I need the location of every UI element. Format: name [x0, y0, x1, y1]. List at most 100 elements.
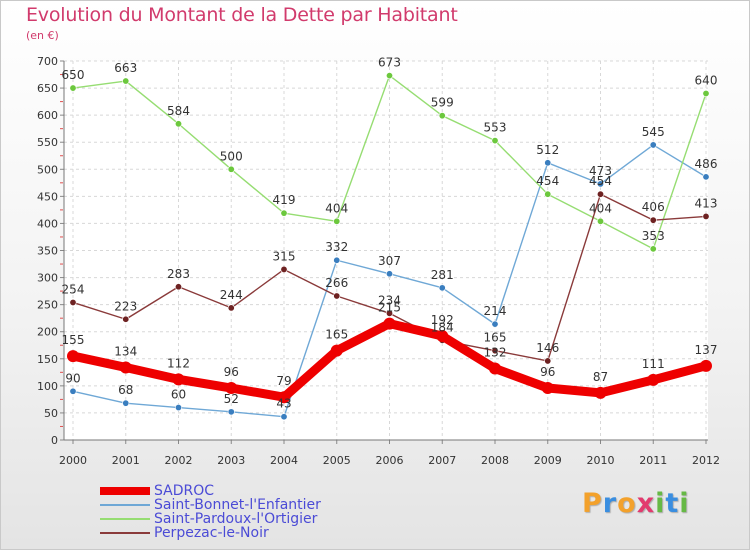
- series-point: [702, 89, 710, 97]
- data-label: 599: [431, 96, 454, 110]
- series-point: [702, 173, 710, 181]
- logo-letter: i: [655, 488, 666, 519]
- data-label: 214: [484, 304, 507, 318]
- series-point: [436, 330, 449, 343]
- data-label: 406: [642, 200, 665, 214]
- data-label: 184: [431, 320, 454, 334]
- y-tick-label: 150: [37, 353, 58, 366]
- data-label: 112: [167, 356, 190, 370]
- chart-title: Evolution du Montant de la Dette par Hab…: [26, 4, 458, 26]
- series-point: [175, 120, 183, 128]
- series-point: [383, 317, 396, 330]
- data-label: 68: [118, 383, 133, 397]
- data-label: 454: [536, 174, 559, 188]
- series-point: [227, 165, 235, 173]
- y-tick-label: 650: [37, 82, 58, 95]
- data-label: 96: [540, 365, 555, 379]
- series-point: [227, 408, 235, 416]
- data-label: 315: [273, 249, 296, 263]
- data-label: 234: [378, 293, 401, 307]
- series-point: [69, 84, 77, 92]
- data-label: 52: [224, 392, 239, 406]
- series-point: [438, 112, 446, 120]
- data-label: 454: [589, 174, 612, 188]
- legend-label: SADROC: [154, 483, 215, 499]
- data-label: 545: [642, 125, 665, 139]
- series-point: [544, 190, 552, 198]
- y-tick-label: 700: [37, 55, 58, 68]
- legend-swatch: [100, 518, 150, 520]
- y-tick-label: 600: [37, 109, 58, 122]
- data-label: 79: [276, 374, 291, 388]
- data-label: 512: [536, 143, 559, 157]
- data-label: 404: [325, 201, 348, 215]
- series-point: [385, 72, 393, 80]
- x-tick-label: 2004: [270, 454, 298, 467]
- x-tick-label: 2012: [692, 454, 720, 467]
- data-label: 353: [642, 229, 665, 243]
- series-point: [594, 386, 607, 399]
- chart-unit-label: (en €): [26, 29, 59, 42]
- data-label: 266: [325, 276, 348, 290]
- x-tick-label: 2000: [59, 454, 87, 467]
- logo-letter: o: [617, 488, 637, 519]
- data-label: 650: [62, 68, 85, 82]
- x-tick-label: 2007: [428, 454, 456, 467]
- legend-swatch: [100, 532, 150, 534]
- x-tick-label: 2002: [165, 454, 193, 467]
- logo-letter: t: [665, 488, 680, 519]
- series-point: [175, 404, 183, 412]
- x-tick-label: 2011: [639, 454, 667, 467]
- logo-letter: P: [582, 488, 603, 519]
- legend-label: Saint-Pardoux-l'Ortigier: [154, 511, 318, 527]
- series-point: [649, 245, 657, 253]
- data-label: 283: [167, 267, 190, 281]
- series-point: [596, 190, 604, 198]
- series-point: [541, 382, 554, 395]
- data-label: 473: [589, 164, 612, 178]
- series-point: [172, 373, 185, 386]
- data-label: 254: [62, 282, 85, 296]
- series-point: [69, 387, 77, 395]
- series-point: [278, 391, 290, 404]
- y-tick-label: 550: [37, 136, 58, 149]
- data-label: 281: [431, 268, 454, 282]
- series-point: [596, 217, 604, 225]
- data-label: 663: [114, 61, 137, 75]
- data-label: 486: [695, 157, 718, 171]
- series-point: [385, 270, 393, 278]
- series-point: [225, 382, 238, 395]
- data-label: 673: [378, 56, 401, 70]
- series-point: [544, 159, 552, 167]
- data-label: 404: [589, 201, 612, 215]
- series-point: [649, 216, 657, 224]
- y-tick-label: 250: [37, 299, 58, 312]
- series-point: [119, 361, 132, 374]
- series-point: [489, 362, 501, 375]
- series-point: [649, 141, 657, 149]
- y-tick-label: 500: [37, 163, 58, 176]
- x-tick-label: 2010: [587, 454, 615, 467]
- x-tick-label: 2006: [376, 454, 404, 467]
- data-label: 111: [642, 357, 665, 371]
- data-label: 192: [431, 313, 454, 327]
- series-point: [175, 283, 183, 291]
- series-point: [544, 357, 552, 365]
- y-tick-label: 300: [37, 272, 58, 285]
- x-tick-label: 2003: [217, 454, 245, 467]
- data-label: 165: [325, 328, 348, 342]
- series-point: [227, 304, 235, 312]
- series-point: [491, 320, 499, 328]
- y-tick-label: 0: [51, 434, 58, 447]
- data-label: 413: [695, 196, 718, 210]
- x-tick-label: 2001: [112, 454, 140, 467]
- series-point: [385, 309, 393, 317]
- data-label: 146: [536, 341, 559, 355]
- legend-swatch: [100, 487, 150, 495]
- series-point: [280, 209, 288, 217]
- data-label: 332: [325, 240, 348, 254]
- data-label: 137: [695, 343, 718, 357]
- data-label: 500: [220, 149, 243, 163]
- logo-letter: r: [602, 488, 618, 519]
- data-label: 584: [167, 104, 190, 118]
